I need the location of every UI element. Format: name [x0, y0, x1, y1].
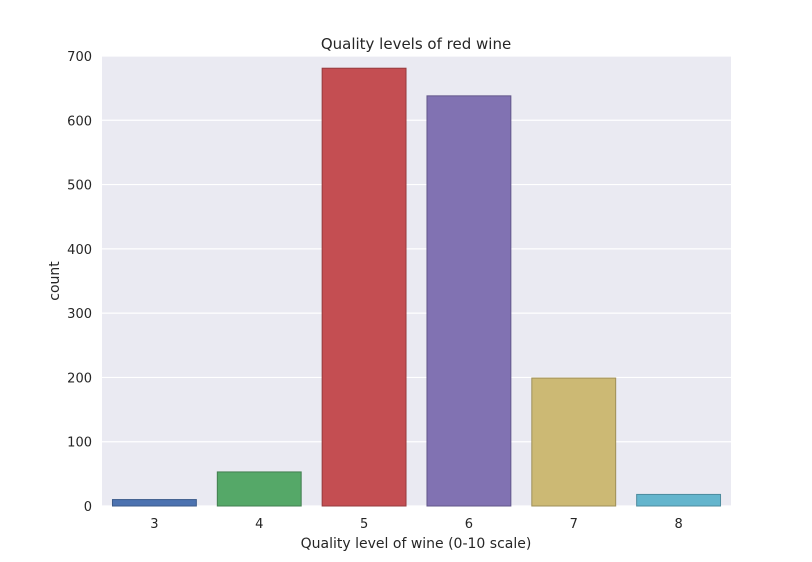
y-tick-label: 500 — [67, 179, 92, 194]
bar-8 — [636, 493, 722, 507]
x-tick-label: 6 — [465, 517, 473, 532]
x-tick-label: 4 — [255, 517, 263, 532]
bar-3 — [111, 499, 197, 507]
y-tick-label: 200 — [67, 371, 92, 386]
bar-6 — [426, 95, 512, 507]
plot-area — [102, 56, 731, 506]
gridlines — [102, 55, 731, 507]
bar-5 — [321, 67, 407, 507]
y-tick-label: 400 — [67, 243, 92, 258]
y-tick-label: 0 — [84, 500, 92, 515]
x-tick-label: 3 — [150, 517, 158, 532]
x-tick-label: 5 — [360, 517, 368, 532]
y-tick-label: 700 — [67, 50, 92, 65]
y-tick-label: 600 — [67, 114, 92, 129]
y-tick-label: 300 — [67, 307, 92, 322]
x-axis-ticks: 3 4 5 6 7 8 — [150, 517, 682, 532]
x-tick-label: 8 — [674, 517, 682, 532]
bars — [111, 67, 722, 507]
y-tick-label: 100 — [67, 436, 92, 451]
x-tick-label: 7 — [570, 517, 578, 532]
y-axis-label: count — [47, 261, 63, 301]
chart-title: Quality levels of red wine — [321, 35, 511, 53]
bar-4 — [216, 471, 302, 507]
x-axis-label: Quality level of wine (0-10 scale) — [301, 536, 532, 552]
y-axis-ticks: 0 100 200 300 400 500 600 700 — [67, 50, 92, 515]
bar-7 — [531, 377, 617, 507]
